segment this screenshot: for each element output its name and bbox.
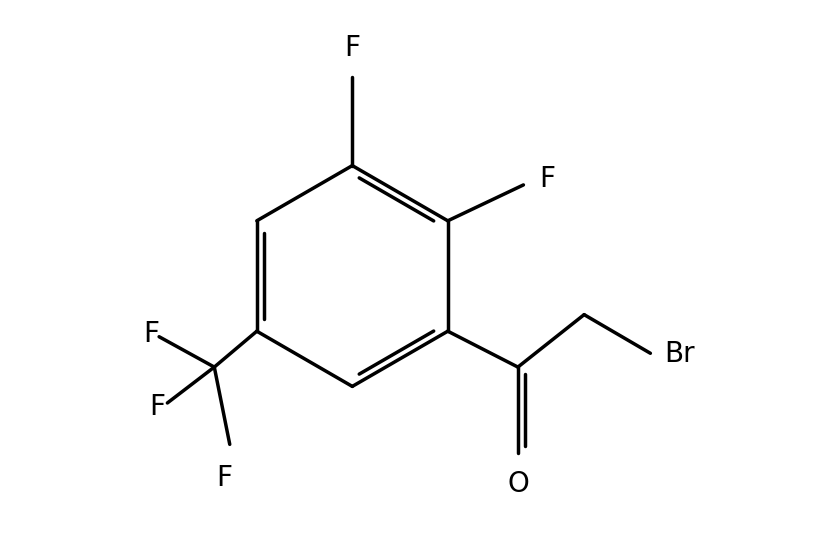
Text: Br: Br xyxy=(664,341,695,368)
Text: F: F xyxy=(216,464,232,492)
Text: F: F xyxy=(143,320,160,348)
Text: F: F xyxy=(539,166,555,193)
Text: O: O xyxy=(507,470,529,498)
Text: F: F xyxy=(149,393,165,421)
Text: F: F xyxy=(344,34,360,62)
